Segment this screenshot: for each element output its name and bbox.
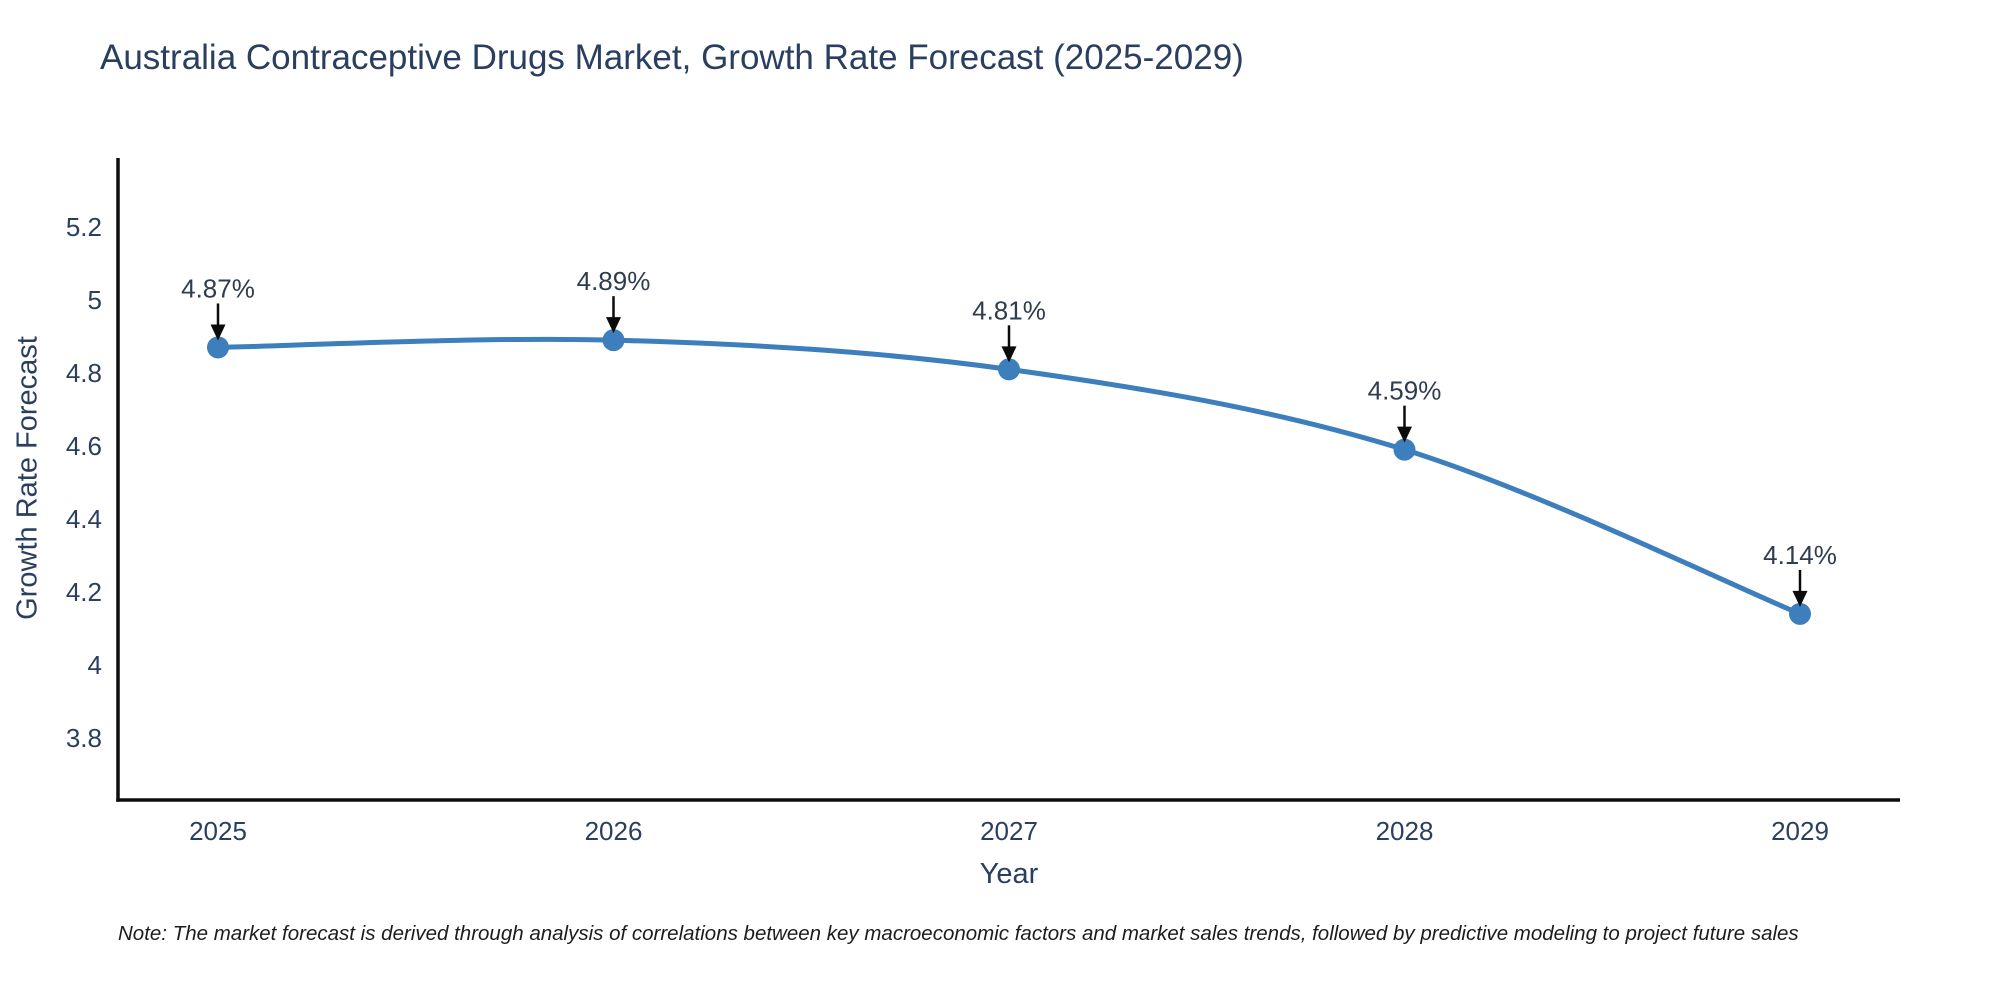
- y-tick-label: 4.6: [66, 431, 102, 461]
- y-tick-label: 5.2: [66, 212, 102, 242]
- data-point-marker[interactable]: [207, 336, 229, 359]
- footnote: Note: The market forecast is derived thr…: [118, 922, 1799, 945]
- annotation-label: 4.87%: [181, 273, 255, 303]
- annotation-label: 4.59%: [1368, 376, 1442, 406]
- x-tick-label: 2028: [1376, 816, 1434, 846]
- y-tick-label: 4.4: [66, 504, 102, 534]
- x-axis-title: Year: [979, 858, 1039, 890]
- y-tick-label: 4.8: [66, 358, 102, 388]
- annotation-arrow-head: [606, 317, 621, 334]
- annotation-label: 4.14%: [1763, 540, 1837, 570]
- y-tick-label: 4: [88, 650, 102, 680]
- annotation-label: 4.89%: [577, 266, 651, 296]
- annotation-arrow-head: [1792, 590, 1808, 607]
- annotation-label: 4.81%: [972, 295, 1046, 325]
- x-tick-label: 2026: [585, 816, 643, 846]
- data-point-marker[interactable]: [998, 358, 1020, 381]
- x-tick-label: 2025: [189, 816, 247, 846]
- x-tick-label: 2027: [980, 816, 1038, 846]
- annotation-arrow-head: [210, 324, 226, 341]
- annotation-arrow-head: [1001, 346, 1017, 363]
- data-point-marker[interactable]: [1789, 602, 1811, 625]
- forecast-line: [217, 336, 1801, 617]
- y-tick-label: 4.2: [66, 577, 102, 607]
- y-tick-label: 5: [88, 285, 102, 315]
- annotation-arrow-head: [1397, 426, 1412, 443]
- chart-title: Australia Contraceptive Drugs Market, Gr…: [100, 38, 1244, 77]
- y-axis-title: Growth Rate Forecast: [11, 336, 44, 620]
- x-tick-label: 2029: [1771, 816, 1829, 846]
- y-tick-label: 3.8: [66, 723, 102, 753]
- data-point-marker[interactable]: [602, 329, 625, 352]
- data-point-marker[interactable]: [1393, 438, 1416, 461]
